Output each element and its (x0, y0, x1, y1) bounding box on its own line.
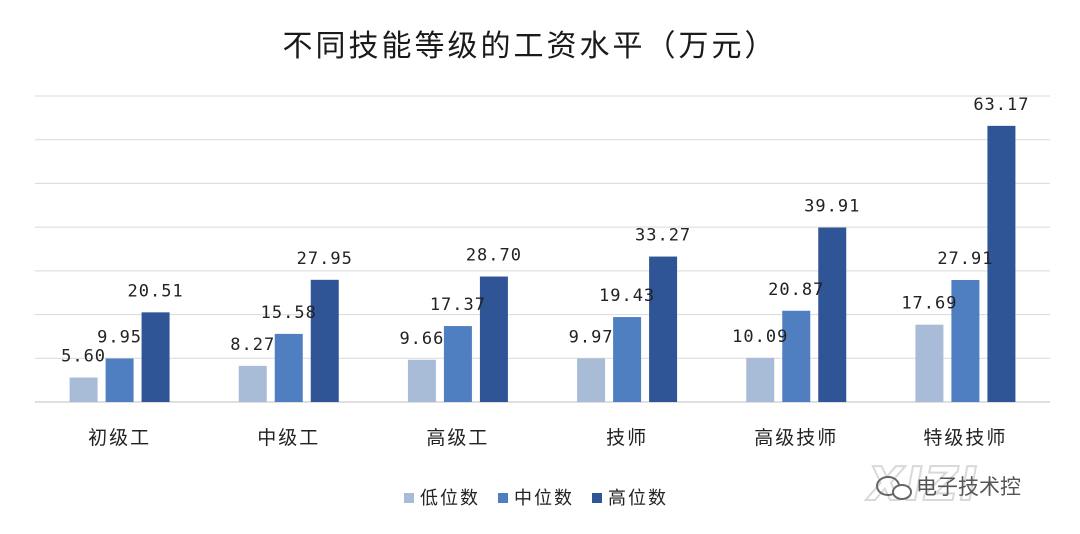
data-label: 20.87 (768, 280, 824, 300)
category-label: 高级技师 (754, 427, 838, 449)
legend-label: 高位数 (608, 488, 668, 509)
data-label: 17.69 (901, 294, 957, 314)
bar-高位数-高级工 (479, 276, 508, 402)
data-label: 17.37 (430, 295, 486, 315)
data-label: 5.60 (61, 347, 106, 367)
bar-中位数-技师 (613, 317, 642, 402)
category-label: 中级工 (257, 427, 320, 449)
bar-高位数-初级工 (141, 312, 170, 402)
data-label: 39.91 (804, 197, 860, 217)
category-label: 特级技师 (923, 427, 1007, 449)
data-label: 33.27 (635, 226, 691, 246)
chart-title: 不同技能等级的工资水平（万元） (283, 29, 778, 64)
data-label: 9.95 (97, 328, 142, 348)
bar-中位数-中级工 (274, 333, 303, 402)
gridlines (35, 95, 1050, 403)
bar-低位数-高级工 (407, 359, 436, 402)
legend-label: 低位数 (420, 488, 480, 509)
bar-低位数-初级工 (69, 377, 98, 402)
category-labels: 初级工 中级工 高级工 技师 高级技师 特级技师 (88, 427, 1007, 449)
legend: 低位数 中位数 高位数 (404, 488, 668, 509)
bar-中位数-高级工 (443, 326, 472, 402)
bar-低位数-中级工 (238, 365, 267, 402)
bar-中位数-初级工 (105, 358, 134, 402)
watermark: XIZI 电子技术控 (864, 456, 1021, 512)
watermark-logo: XIZI (865, 457, 979, 511)
bar-高位数-技师 (649, 256, 678, 402)
data-label: 27.91 (937, 249, 993, 269)
data-label: 20.51 (127, 281, 183, 301)
data-label: 8.27 (230, 335, 275, 355)
data-label: 63.17 (973, 95, 1029, 115)
data-label: 15.58 (261, 303, 317, 323)
bar-高位数-特级技师 (987, 125, 1016, 402)
bar-中位数-特级技师 (951, 279, 980, 402)
bars (69, 125, 1016, 402)
data-label: 9.97 (569, 327, 614, 347)
bar-中位数-高级技师 (782, 310, 811, 402)
legend-label: 中位数 (514, 488, 574, 509)
category-label: 初级工 (88, 427, 151, 449)
data-labels: 5.609.95 20.51 8.27 15.58 27.95 9.66 17.37 28.7… (61, 95, 1029, 367)
data-label: 28.70 (466, 246, 522, 266)
bar-低位数-技师 (577, 358, 606, 402)
bar-低位数-特级技师 (915, 324, 944, 402)
wechat-icon (876, 476, 912, 500)
legend-swatch (592, 493, 602, 503)
category-label: 技师 (606, 427, 648, 449)
data-label: 27.95 (297, 249, 353, 269)
bar-高位数-中级工 (310, 279, 339, 402)
legend-swatch (404, 493, 414, 503)
data-label: 10.09 (732, 327, 788, 347)
data-label: 9.66 (399, 329, 444, 349)
data-label: 19.43 (599, 286, 655, 306)
category-label: 高级工 (426, 427, 489, 449)
bar-低位数-高级技师 (746, 357, 775, 402)
bar-高位数-高级技师 (818, 227, 847, 402)
legend-swatch (498, 493, 508, 503)
watermark-text: 电子技术控 (916, 475, 1021, 499)
